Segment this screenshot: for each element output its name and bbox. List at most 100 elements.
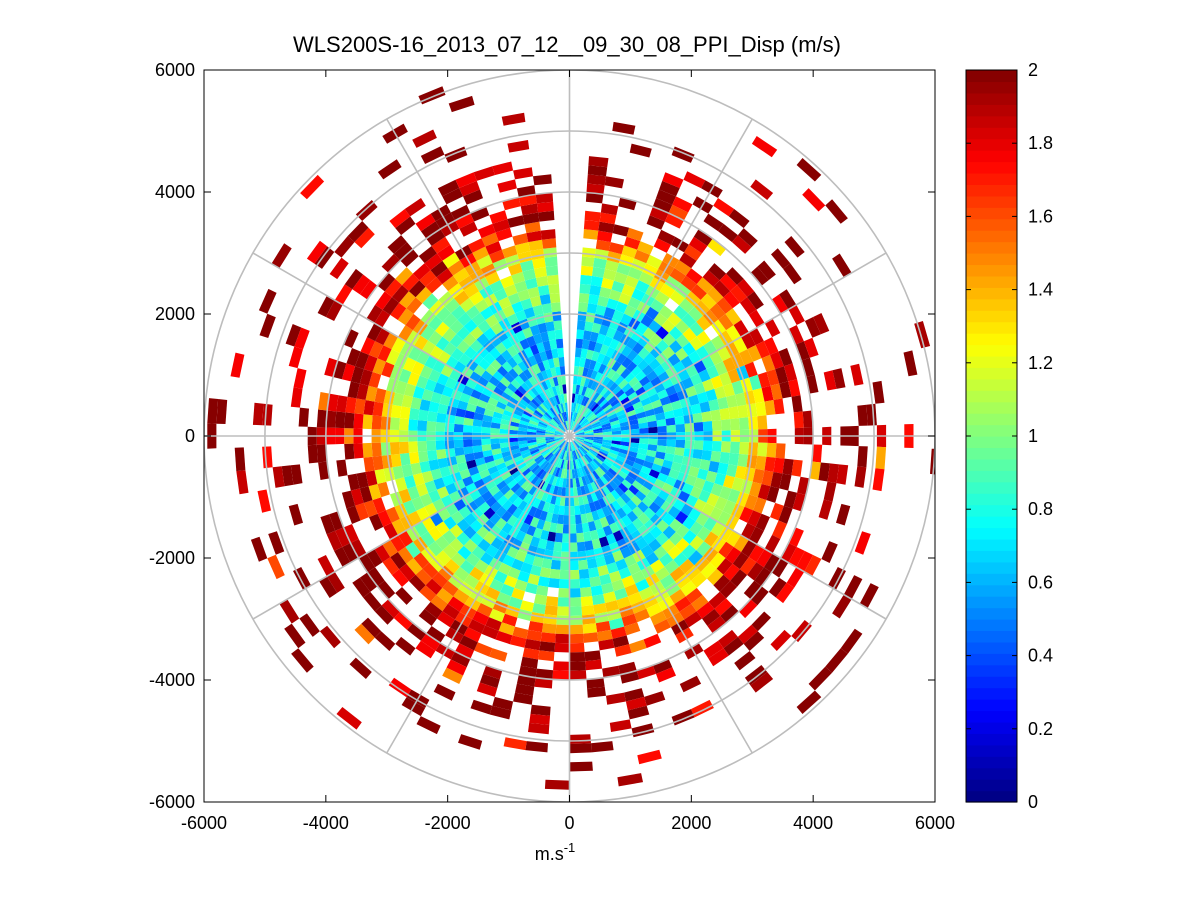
range-gate-cell xyxy=(590,380,599,391)
range-gate-cell xyxy=(522,212,540,225)
range-gate-cell xyxy=(507,215,525,228)
range-gate-cell xyxy=(666,439,676,448)
range-gate-cell xyxy=(523,553,536,565)
range-gate-cell xyxy=(429,556,445,572)
range-gate-cell xyxy=(626,499,638,511)
range-gate-cell xyxy=(343,524,359,543)
colorbar-segment xyxy=(966,607,1017,620)
range-gate-cell xyxy=(509,421,520,427)
range-gate-cell xyxy=(558,440,566,447)
range-gate-cell xyxy=(832,368,846,389)
range-gate-cell xyxy=(545,265,559,276)
range-gate-cell xyxy=(513,409,523,417)
range-gate-cell xyxy=(538,650,555,662)
range-gate-cell xyxy=(537,441,547,447)
range-gate-cell xyxy=(555,624,570,635)
range-gate-cell xyxy=(438,565,454,581)
colorbar-segment xyxy=(966,538,1017,551)
range-gate-cell xyxy=(605,260,619,272)
range-gate-cell xyxy=(550,494,557,505)
range-gate-cell xyxy=(478,501,491,514)
range-gate-cell xyxy=(519,446,529,452)
range-gate-cell xyxy=(428,369,441,383)
range-gate-cell xyxy=(433,683,456,701)
range-gate-cell xyxy=(502,409,513,418)
range-gate-cell xyxy=(499,438,509,444)
range-gate-cell xyxy=(616,364,627,376)
range-gate-cell xyxy=(490,501,502,513)
range-gate-cell xyxy=(575,430,584,435)
range-gate-cell xyxy=(501,349,513,362)
range-gate-cell xyxy=(391,336,406,354)
colorbar-segment xyxy=(966,527,1017,540)
range-gate-cell xyxy=(473,478,486,490)
range-gate-cell xyxy=(614,458,625,467)
range-gate-cell xyxy=(717,510,731,526)
range-gate-cell xyxy=(662,172,684,188)
range-gate-cell xyxy=(540,229,556,240)
range-gate-cell xyxy=(659,396,671,406)
range-gate-cell xyxy=(541,558,553,569)
range-gate-cell xyxy=(667,312,682,327)
range-gate-cell xyxy=(489,705,512,720)
range-gate-cell xyxy=(743,631,765,651)
range-gate-cell xyxy=(537,500,546,511)
range-gate-cell xyxy=(602,428,612,433)
range-gate-cell xyxy=(554,467,561,477)
range-gate-cell xyxy=(597,230,613,243)
range-gate-cell xyxy=(561,450,566,460)
range-gate-cell xyxy=(608,242,625,255)
range-gate-cell xyxy=(638,443,649,450)
range-gate-cell xyxy=(752,388,765,404)
range-gate-cell xyxy=(859,583,879,609)
range-gate-cell xyxy=(463,283,480,298)
range-gate-cell xyxy=(591,421,601,427)
range-gate-cell xyxy=(419,460,431,473)
range-gate-cell xyxy=(644,455,656,464)
range-gate-cell xyxy=(552,670,570,680)
range-gate-cell xyxy=(594,489,603,501)
range-gate-cell xyxy=(411,496,425,511)
range-gate-cell xyxy=(595,454,605,463)
range-gate-cell xyxy=(770,383,783,400)
range-gate-cell xyxy=(611,476,622,487)
range-gate-cell xyxy=(580,348,588,359)
range-gate-cell xyxy=(470,472,482,483)
range-gate-cell xyxy=(318,461,330,480)
range-gate-cell xyxy=(655,412,666,421)
range-gate-cell xyxy=(499,442,510,449)
range-gate-cell xyxy=(710,375,723,389)
range-gate-cell xyxy=(608,395,618,405)
range-gate-cell xyxy=(552,376,559,387)
range-gate-cell xyxy=(417,420,428,431)
range-gate-cell xyxy=(380,442,391,456)
range-gate-cell xyxy=(564,496,570,507)
range-gate-cell xyxy=(359,486,373,503)
range-gate-cell xyxy=(739,349,754,366)
range-gate-cell xyxy=(587,483,595,494)
range-gate-cell xyxy=(584,438,594,442)
range-gate-cell xyxy=(628,376,640,388)
range-gate-cell xyxy=(506,400,517,410)
range-gate-cell xyxy=(368,371,382,388)
range-gate-cell xyxy=(567,420,570,430)
colorbar-segment xyxy=(966,733,1017,746)
range-gate-cell xyxy=(363,500,378,518)
range-gate-cell xyxy=(490,427,500,434)
range-gate-cell xyxy=(527,439,537,444)
range-gate-cell xyxy=(413,552,430,569)
range-gate-cell xyxy=(597,412,607,420)
range-gate-cell xyxy=(726,464,738,478)
range-gate-cell xyxy=(783,363,798,382)
range-gate-cell xyxy=(562,478,567,488)
range-gate-cell xyxy=(290,464,303,485)
range-gate-cell xyxy=(398,368,412,384)
range-gate-cell xyxy=(541,623,557,634)
colorbar-segment xyxy=(966,584,1017,597)
range-gate-cell xyxy=(326,571,345,593)
range-gate-cell xyxy=(621,503,633,515)
range-gate-cell xyxy=(468,619,486,634)
range-gate-cell xyxy=(610,465,620,474)
range-gate-cell xyxy=(656,419,667,427)
range-gate-cell xyxy=(374,605,394,625)
